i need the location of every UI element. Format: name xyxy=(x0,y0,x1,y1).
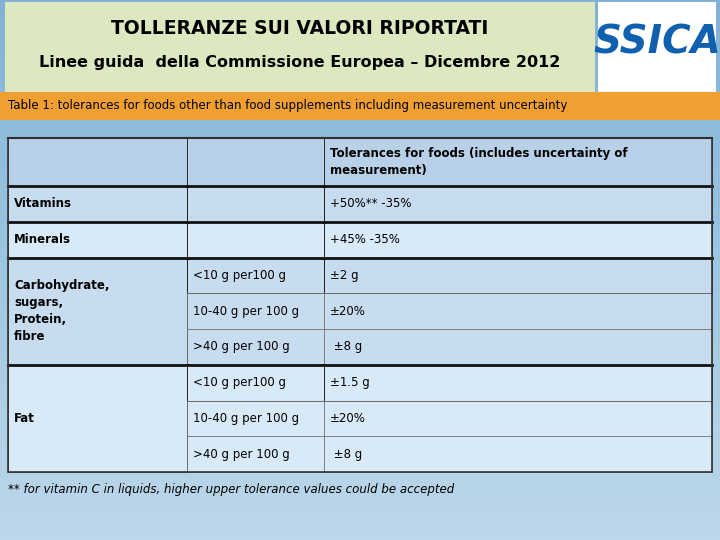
Bar xyxy=(324,138,712,186)
Bar xyxy=(324,293,712,329)
Bar xyxy=(187,258,324,293)
Bar xyxy=(598,2,716,92)
Bar xyxy=(5,2,595,92)
Text: ±20%: ±20% xyxy=(330,305,366,318)
Bar xyxy=(8,138,187,186)
Text: Fat: Fat xyxy=(14,412,35,425)
Bar xyxy=(8,186,187,222)
Text: Carbohydrate,
sugars,
Protein,
fibre: Carbohydrate, sugars, Protein, fibre xyxy=(14,279,109,343)
Bar xyxy=(187,329,324,365)
Text: ±8 g: ±8 g xyxy=(330,448,362,461)
Text: +50%** -35%: +50%** -35% xyxy=(330,198,412,211)
Bar xyxy=(324,329,712,365)
Text: >40 g per 100 g: >40 g per 100 g xyxy=(193,340,289,353)
Bar xyxy=(187,364,324,401)
Text: 10-40 g per 100 g: 10-40 g per 100 g xyxy=(193,412,299,425)
Bar xyxy=(187,138,324,186)
Text: SSICA: SSICA xyxy=(593,24,720,62)
Text: <10 g per100 g: <10 g per100 g xyxy=(193,376,286,389)
Text: Linee guida  della Commissione Europea – Dicembre 2012: Linee guida della Commissione Europea – … xyxy=(40,55,561,70)
Text: <10 g per100 g: <10 g per100 g xyxy=(193,269,286,282)
Bar xyxy=(187,293,324,329)
Text: +45% -35%: +45% -35% xyxy=(330,233,400,246)
Bar xyxy=(324,258,712,293)
Text: ** for vitamin C in liquids, higher upper tolerance values could be accepted: ** for vitamin C in liquids, higher uppe… xyxy=(8,483,454,496)
Bar xyxy=(187,436,324,472)
Bar xyxy=(187,222,324,258)
Text: 10-40 g per 100 g: 10-40 g per 100 g xyxy=(193,305,299,318)
Bar xyxy=(324,364,712,401)
Bar xyxy=(324,186,712,222)
Bar xyxy=(187,401,324,436)
Text: TOLLERANZE SUI VALORI RIPORTATI: TOLLERANZE SUI VALORI RIPORTATI xyxy=(112,18,489,37)
Text: ±20%: ±20% xyxy=(330,412,366,425)
Bar xyxy=(324,222,712,258)
Bar xyxy=(8,258,187,364)
Bar xyxy=(8,138,712,472)
Text: ±1.5 g: ±1.5 g xyxy=(330,376,370,389)
Text: Tolerances for foods (includes uncertainty of
measurement): Tolerances for foods (includes uncertain… xyxy=(330,147,628,177)
Bar xyxy=(324,436,712,472)
Text: Vitamins: Vitamins xyxy=(14,198,72,211)
Bar xyxy=(0,92,720,120)
Bar xyxy=(324,401,712,436)
Text: ±8 g: ±8 g xyxy=(330,340,362,353)
Bar xyxy=(8,364,187,472)
Bar xyxy=(187,186,324,222)
Bar xyxy=(8,222,187,258)
Text: ±2 g: ±2 g xyxy=(330,269,359,282)
Text: Table 1: tolerances for foods other than food supplements including measurement : Table 1: tolerances for foods other than… xyxy=(8,99,567,112)
Text: Minerals: Minerals xyxy=(14,233,71,246)
Text: >40 g per 100 g: >40 g per 100 g xyxy=(193,448,289,461)
